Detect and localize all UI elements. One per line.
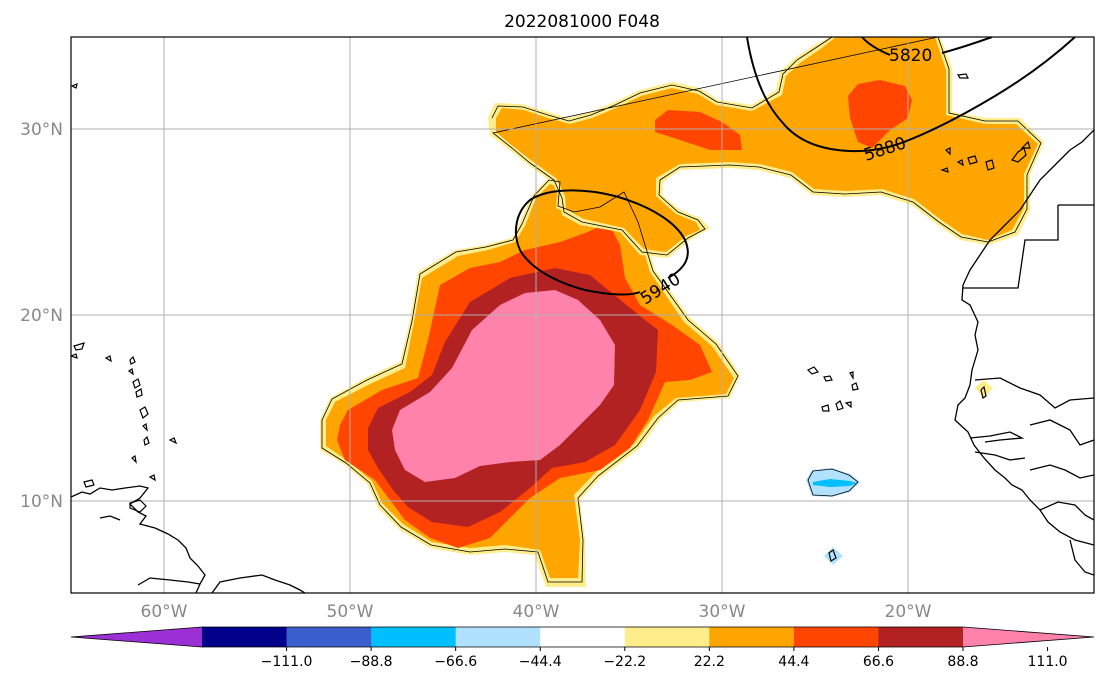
border-africa-2 xyxy=(974,377,1094,409)
contour-5820 xyxy=(861,37,993,56)
outline-cv xyxy=(807,468,859,497)
colorbar-tick-label: −22.2 xyxy=(603,654,646,670)
lon-label-50w: 50°W xyxy=(327,602,374,622)
anomaly-shading-north xyxy=(488,37,1044,258)
lon-label-20w: 20°W xyxy=(885,602,932,622)
colorbar-segment xyxy=(793,627,879,647)
colorbar-segment xyxy=(878,627,964,647)
border-africa-7 xyxy=(1029,419,1094,446)
colorbar-segment xyxy=(540,627,626,647)
colorbar-tick-label: −88.8 xyxy=(350,654,393,670)
colorbar-tick-label: 44.4 xyxy=(778,654,809,670)
colorbar-segment xyxy=(202,627,288,647)
lat-label-30n: 30°N xyxy=(20,120,63,140)
map-content xyxy=(71,37,1094,593)
border-africa-5 xyxy=(1029,464,1094,479)
shade-blue-cv xyxy=(813,479,857,487)
border-africa-3 xyxy=(969,431,1025,443)
gridlines xyxy=(71,37,1094,593)
shade-pink-main xyxy=(392,290,615,482)
contour-5880 xyxy=(746,37,1076,153)
colorbar-tick-label: 22.2 xyxy=(694,654,725,670)
lon-label-60w: 60°W xyxy=(141,602,188,622)
outline-main xyxy=(321,179,739,583)
coast-west-africa xyxy=(954,129,1094,546)
coast-south-america xyxy=(71,485,306,593)
colorbar xyxy=(70,626,1095,648)
lat-label-20n: 20°N xyxy=(20,306,63,326)
colorbar-outline xyxy=(70,626,1095,648)
lon-label-30w: 30°W xyxy=(699,602,746,622)
coast-venezuela-island xyxy=(83,479,95,488)
outline-north xyxy=(491,37,1042,256)
madeira xyxy=(956,73,969,79)
anomaly-shading-main xyxy=(320,178,740,587)
colorbar-tick-label: −44.4 xyxy=(519,654,562,670)
colorbar-tick-label: 88.8 xyxy=(947,654,978,670)
border-africa-1 xyxy=(963,204,1094,289)
coastlines xyxy=(71,73,1094,593)
border-africa-4 xyxy=(974,451,1026,461)
shade-red-orange-north-b xyxy=(848,80,912,148)
colorbar-segment xyxy=(455,627,541,647)
colorbar-tick-label: 66.6 xyxy=(863,654,894,670)
colorbar-segment xyxy=(624,627,710,647)
height-contours xyxy=(514,37,1076,296)
lon-label-40w: 40°W xyxy=(513,602,560,622)
shade-light-blue-south xyxy=(824,547,843,565)
colorbar-segment xyxy=(286,627,372,647)
lat-label-10n: 10°N xyxy=(20,492,63,512)
colorbar-extend-high xyxy=(963,627,1094,647)
border-africa-8 xyxy=(1069,539,1094,576)
cape-verde-islands xyxy=(806,366,987,562)
colorbar-segment xyxy=(371,627,457,647)
colorbar-tick-label: −111.0 xyxy=(261,654,313,670)
colorbar-segment xyxy=(709,627,795,647)
map-title: 2022081000 F048 xyxy=(504,12,660,32)
colorbar-ticks: −111.0 −88.8 −66.6 −44.4 −22.2 22.2 44.4 66.6 88… xyxy=(261,647,1068,670)
border-africa-6 xyxy=(1039,501,1094,521)
shade-red-orange-north-a xyxy=(655,110,742,150)
contour-label-5820: 5820 xyxy=(889,46,932,66)
colorbar-tick-label: 111.0 xyxy=(1028,654,1068,670)
coast-trinidad xyxy=(129,499,147,513)
contour-5940 xyxy=(514,189,689,296)
map-frame xyxy=(70,36,1095,594)
canary-islands xyxy=(940,140,1031,173)
shading-outlines xyxy=(321,37,1042,583)
lesser-antilles xyxy=(71,83,178,482)
colorbar-tick-label: −66.6 xyxy=(434,654,477,670)
colorbar-extend-low xyxy=(71,627,202,647)
